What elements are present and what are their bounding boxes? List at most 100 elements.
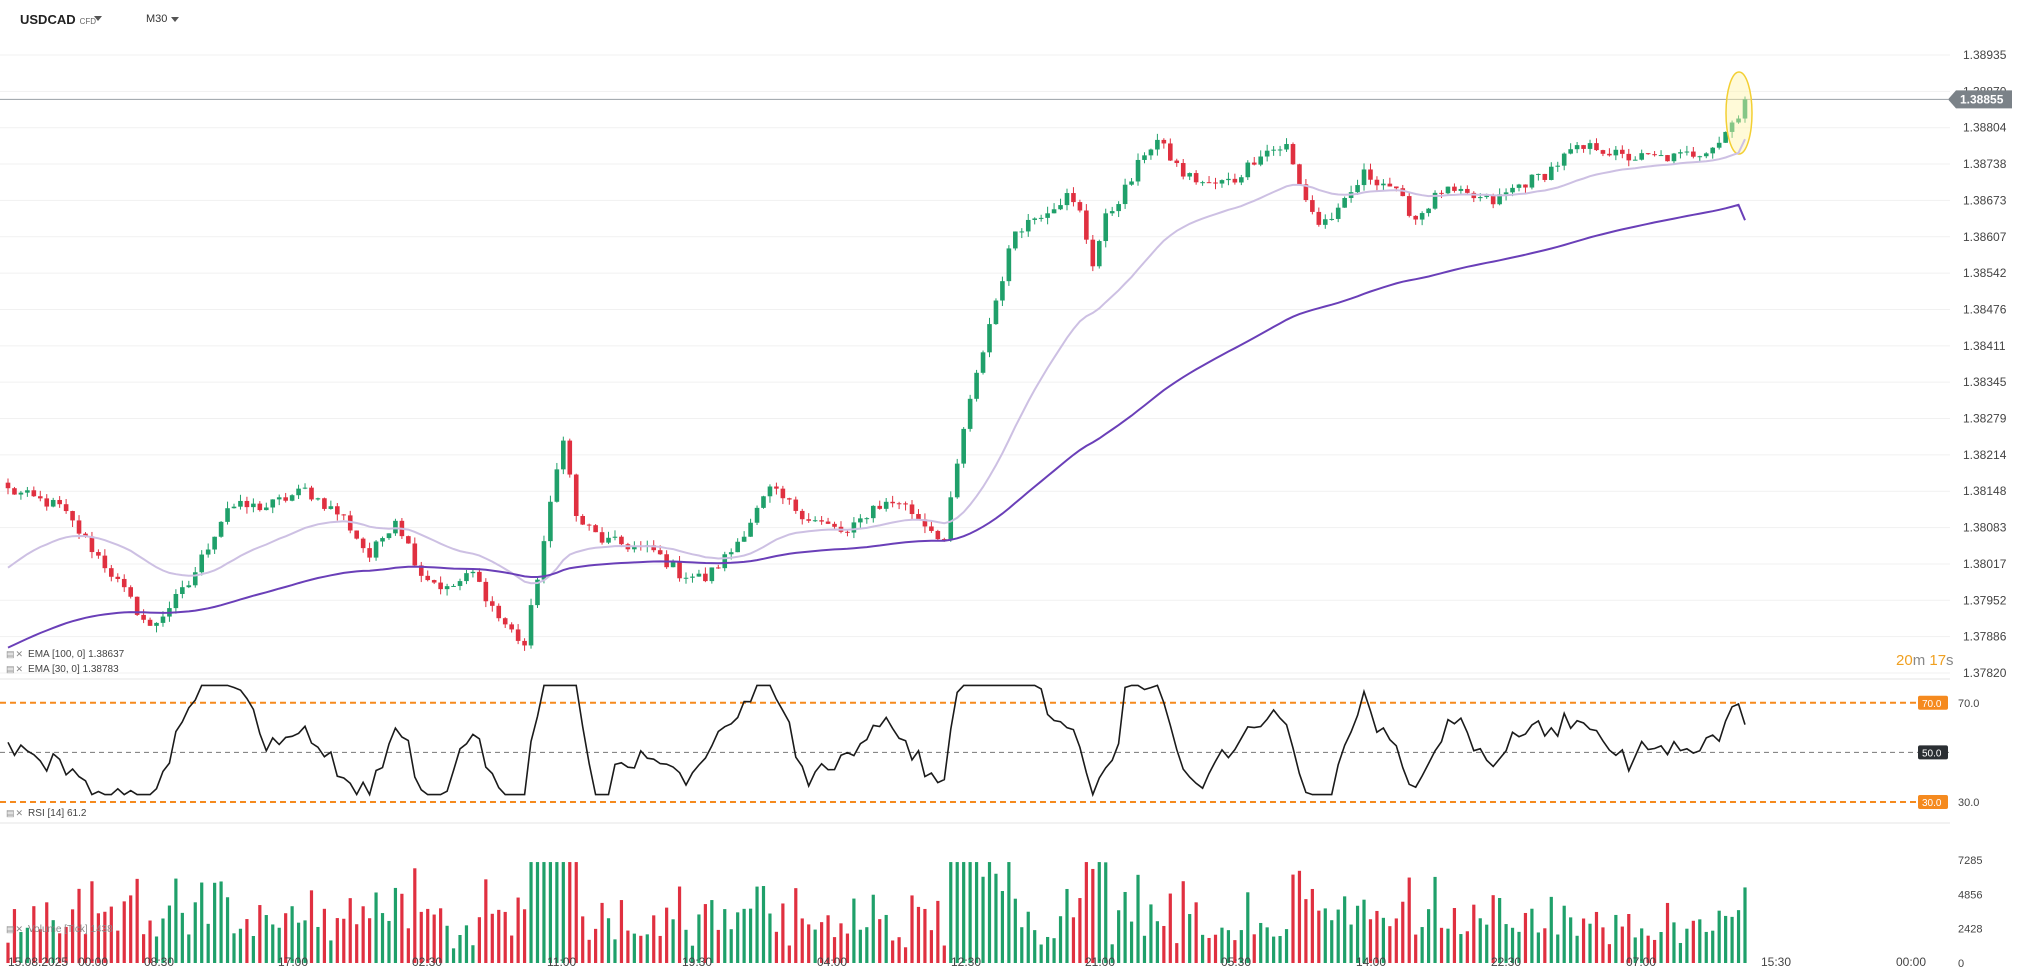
legend-menu-icon[interactable]: ▤✕ [6,924,25,934]
candle-body [987,324,992,353]
volume-bar [632,933,636,963]
volume-bar [1071,917,1076,963]
volume-bar [451,948,456,963]
timeframe-selector[interactable]: M30 [146,13,168,25]
candle-body [1697,156,1703,158]
candle-body [573,474,579,516]
volume-bar [1717,910,1721,963]
candle-body [961,428,966,464]
candle-body [929,526,934,531]
price-tick-label: 1.38673 [1963,193,2007,207]
volume-bar [1136,874,1140,963]
candle-body [1626,153,1632,161]
volume-tick-label: 7285 [1958,855,1982,867]
volume-bar [1569,917,1573,963]
volume-bar [122,901,126,963]
volume-bar [600,902,604,963]
volume-bar [1207,937,1211,963]
volume-bar [258,905,262,963]
time-tick-label: 17:00 [278,955,308,969]
candle-body [276,497,282,500]
volume-bar [794,888,798,963]
price-tick-label: 1.38148 [1963,484,2007,498]
volume-bar [1743,887,1747,963]
volume-bar [535,862,540,963]
candle-body [1510,187,1515,193]
volume-bar [1252,934,1256,963]
volume-bar [1104,862,1108,963]
current-price-label: 1.38855 [1960,92,2004,106]
volume-bar [1259,922,1263,963]
candle-body [502,618,508,625]
time-tick-label: 15:30 [1761,955,1791,969]
candle-body [709,567,715,582]
candle-body [328,506,334,509]
candle-body [1723,131,1728,143]
price-tick-label: 1.38476 [1963,302,2007,316]
candle-body [612,536,618,538]
rsi-tick-label: 30.0 [1958,797,1979,809]
volume-bar [710,900,714,963]
candle-body [1587,143,1593,149]
candle-body [315,498,321,500]
candle-body [218,521,224,537]
timeframe-dropdown-icon[interactable] [171,17,179,22]
volume-bar [458,935,462,963]
candle-body [528,605,534,646]
candle-body [1684,151,1690,153]
price-tick-label: 1.38017 [1963,557,2007,571]
candle-body [425,575,431,581]
volume-bar [1614,914,1618,963]
symbol-name: USDCAD [20,12,76,27]
volume-bar [187,934,191,963]
rsi-line [7,684,1746,798]
volume-bar [316,926,320,963]
symbol-dropdown-icon[interactable] [94,16,102,21]
volume-bar [916,906,921,963]
candle-body [870,505,876,519]
volume-bar [1297,870,1302,963]
rsi-level-tag-label: 50.0 [1922,748,1942,759]
volume-bar [613,939,617,963]
volume-bar [1407,877,1411,963]
candle-body [722,554,728,569]
volume-bar [774,931,779,963]
legend-menu-icon[interactable]: ▤✕ [6,649,25,659]
candle-body [1361,169,1367,186]
candle-body [651,545,657,551]
legend-menu-icon[interactable]: ▤✕ [6,664,25,674]
volume-bar [1020,927,1024,963]
candle-body [1329,218,1335,220]
volume-bar [1446,928,1450,963]
candle-body [1568,149,1573,154]
volume-bar [1084,862,1088,963]
legend-volume: ▤✕ Volume [Tick] 1438 [6,924,113,935]
candle-body [1084,210,1089,240]
volume-bar [1724,915,1728,963]
volume-bar [1659,931,1663,963]
candle-body [1245,162,1251,178]
time-tick-label: 19:30 [682,955,712,969]
candle-body [1006,248,1012,282]
candle-body [825,521,831,524]
candle-body [238,500,243,507]
volume-bar [393,887,398,963]
candle-body [121,578,127,588]
volume-bar [697,914,701,963]
time-tick-label: 15.08.2025 [8,955,68,969]
volume-bar [1394,918,1398,963]
candle-body [509,624,514,630]
candle-body [1542,173,1548,180]
candle-body [1452,186,1457,191]
symbol-selector[interactable]: USDCAD CFD [20,12,96,27]
volume-bar [387,920,391,963]
candle-body [683,577,689,579]
volume-bar [116,930,120,963]
volume-bar [1459,934,1463,963]
candle-body [109,568,114,577]
legend-menu-icon[interactable]: ▤✕ [6,808,25,818]
candle-body [1419,213,1425,220]
candle-body [1710,147,1716,154]
candle-body [1239,177,1244,183]
